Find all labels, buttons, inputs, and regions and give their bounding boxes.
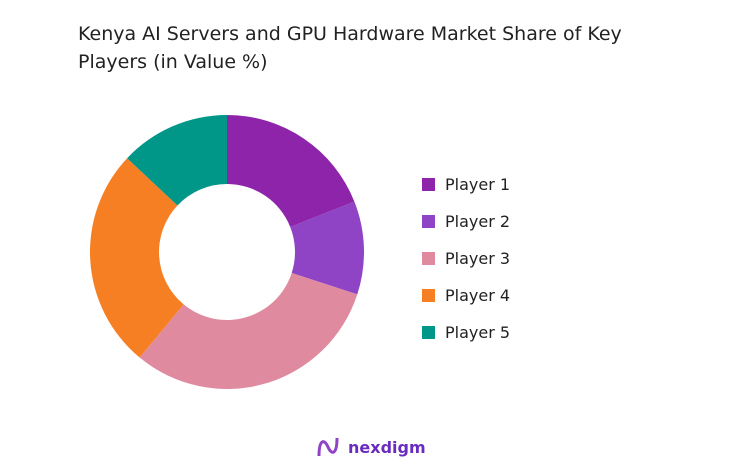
legend-swatch bbox=[422, 289, 435, 302]
legend-label: Player 5 bbox=[445, 323, 511, 342]
legend-label: Player 1 bbox=[445, 175, 511, 194]
slice-player-4 bbox=[89, 158, 184, 358]
legend-item: Player 1 bbox=[422, 166, 510, 203]
legend-label: Player 4 bbox=[445, 286, 511, 305]
slice-player-2 bbox=[290, 201, 364, 295]
legend-swatch bbox=[422, 178, 435, 191]
legend-item: Player 5 bbox=[422, 314, 510, 351]
legend-label: Player 3 bbox=[445, 249, 511, 268]
slice-player-3 bbox=[139, 273, 358, 389]
slice-player-5 bbox=[127, 115, 227, 206]
legend-item: Player 2 bbox=[422, 203, 510, 240]
legend-swatch bbox=[422, 215, 435, 228]
legend-swatch bbox=[422, 252, 435, 265]
legend-swatch bbox=[422, 326, 435, 339]
legend-item: Player 4 bbox=[422, 277, 510, 314]
legend-item: Player 3 bbox=[422, 240, 510, 277]
chart-title: Kenya AI Servers and GPU Hardware Market… bbox=[78, 23, 622, 73]
legend-label: Player 2 bbox=[445, 212, 511, 231]
slice-player-1 bbox=[227, 115, 355, 227]
brand-logo: nexdigm bbox=[316, 436, 426, 458]
brand-name: nexdigm bbox=[348, 437, 426, 457]
legend: Player 1 Player 2 Player 3 Player 4 Player 5 bbox=[422, 166, 510, 351]
nexdigm-logo-icon bbox=[317, 437, 339, 457]
